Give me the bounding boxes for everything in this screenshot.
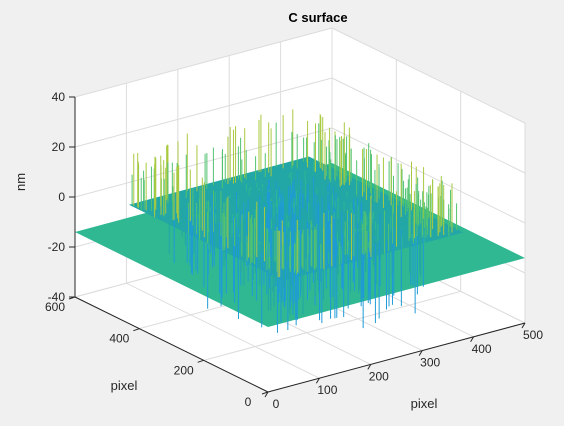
x-tick: [521, 322, 526, 329]
surface-mesh: [75, 109, 525, 333]
x-tick-label: 100: [317, 383, 337, 397]
z-tick-label: -20: [48, 240, 66, 254]
x-tick-label: 300: [420, 356, 440, 370]
grid-line-z-side: [331, 77, 526, 174]
y-tick-label: 600: [45, 300, 65, 314]
y-tick-label: 200: [174, 363, 194, 377]
chart-title: C surface: [288, 10, 347, 25]
grid-line-z-wall: [74, 77, 333, 148]
x-axis-label: pixel: [411, 396, 438, 411]
x-tick-label: 0: [273, 397, 280, 411]
y-tick: [133, 328, 140, 332]
x-axis-line: [267, 322, 526, 393]
y-tick: [261, 391, 269, 395]
z-tick-label: 0: [58, 190, 65, 204]
tick-labels: 0 100 200 300 400 500 0 200 400 600-40 -20 0 20 40: [45, 90, 543, 411]
y-axis-label: pixel: [111, 378, 138, 393]
y-tick-label: 400: [109, 332, 129, 346]
grid-line-y: [203, 290, 461, 361]
y-tick-label: 0: [245, 395, 252, 409]
x-tick-label: 400: [472, 342, 492, 356]
x-tick: [315, 377, 320, 384]
x-tick: [264, 391, 269, 398]
grid-line-z-wall: [74, 27, 333, 98]
z-axis-label: nm: [13, 173, 28, 191]
x-tick: [470, 336, 475, 343]
grid-line-x: [126, 282, 320, 379]
x-tick: [418, 350, 423, 356]
x-tick-label: 500: [523, 328, 543, 342]
z-tick-label: 40: [52, 90, 66, 104]
y-tick: [197, 359, 204, 363]
x-tick: [367, 364, 372, 370]
grid-line-z-wall: [74, 127, 333, 198]
grid-line-z-side: [331, 127, 526, 224]
z-tick-label: 20: [52, 140, 66, 154]
grid-line-z-side: [331, 27, 526, 124]
y-axis-line: [74, 296, 269, 393]
x-tick-label: 200: [369, 369, 389, 383]
z-tick-label: -40: [48, 290, 66, 304]
